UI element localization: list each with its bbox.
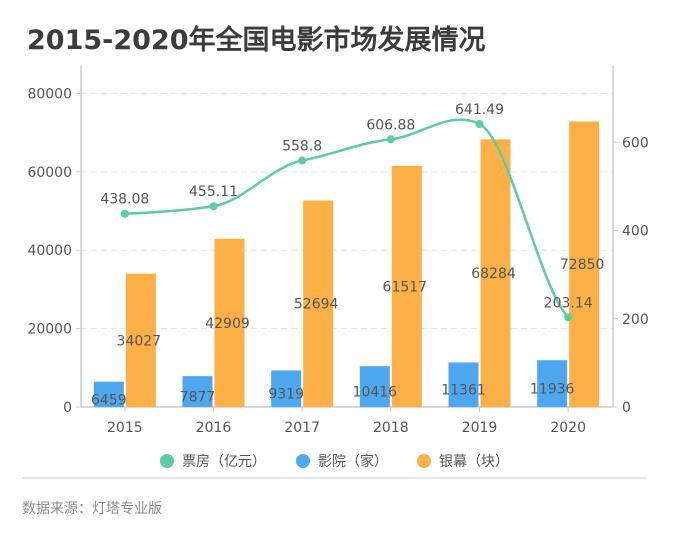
cinema-bar	[359, 366, 390, 407]
screen-value-label: 61517	[383, 279, 428, 295]
right-tick-label: 200	[622, 312, 649, 328]
data-source: 数据来源：灯塔专业版	[22, 501, 162, 517]
left-tick-label: 40000	[27, 243, 72, 259]
legend-item: 票房（亿元）	[160, 454, 266, 470]
screen-value-label: 72850	[560, 257, 605, 273]
legend-marker	[296, 454, 310, 468]
box-office-value-label: 203.14	[544, 295, 593, 311]
screen-bar	[480, 139, 511, 408]
cinema-bar	[271, 370, 302, 407]
box-office-point	[564, 313, 573, 322]
cinema-value-label: 6459	[91, 392, 127, 408]
cinema-bar	[93, 381, 124, 407]
screen-bar	[303, 200, 334, 407]
legend-marker	[160, 454, 174, 468]
x-tick-label: 2017	[284, 420, 320, 436]
box-office-value-label: 641.49	[455, 102, 504, 118]
screen-bar	[214, 238, 245, 407]
axes: 0 20000 40000 60000 80000 0 200 400 600 2015 2016 2…	[27, 66, 649, 436]
cinema-value-label: 11361	[441, 383, 486, 399]
screen-bar	[569, 121, 600, 408]
bars	[93, 121, 600, 408]
box-office-point	[298, 156, 307, 165]
box-office-point	[120, 209, 129, 218]
x-tick-label: 2018	[373, 420, 409, 436]
legend-marker	[417, 454, 431, 468]
cinema-value-label: 11936	[530, 382, 575, 398]
divider	[22, 477, 647, 479]
chart: 0 20000 40000 60000 80000 0 200 400 600 2015 2016 2…	[27, 66, 649, 470]
box-office-value-label: 558.8	[282, 138, 322, 154]
screen-bar	[391, 165, 422, 407]
cinema-value-label: 10416	[353, 385, 398, 401]
x-tick-label: 2016	[196, 420, 232, 436]
cinema-bar	[182, 376, 213, 407]
right-tick-label: 400	[622, 224, 649, 240]
screen-value-label: 52694	[294, 297, 339, 313]
left-tick-label: 20000	[27, 322, 72, 338]
cinema-bar	[537, 360, 568, 407]
right-tick-label: 0	[622, 400, 631, 416]
legend: 票房（亿元） 影院（家） 银幕（块）	[160, 453, 509, 470]
box-office-point	[475, 120, 484, 129]
x-tick-label: 2019	[462, 420, 498, 436]
left-tick-label: 0	[63, 400, 72, 416]
legend-item: 银幕（块）	[417, 454, 509, 470]
box-office-value-label: 606.88	[366, 117, 415, 133]
grid-lines	[81, 92, 613, 330]
data-labels: 6459 34027 7877 42909 9319 52694 10416 61517 113…	[91, 102, 604, 408]
cinema-value-label: 9319	[268, 387, 304, 403]
legend-label: 影院（家）	[318, 453, 388, 470]
right-tick-label: 600	[622, 135, 649, 151]
box-office-line	[120, 118, 573, 322]
chart-title: 2015-2020年全国电影市场发展情况	[27, 25, 486, 56]
left-tick-label: 60000	[27, 165, 72, 181]
screen-bar	[125, 273, 156, 407]
box-office-point	[209, 202, 218, 211]
legend-label: 银幕（块）	[439, 454, 509, 470]
cinema-value-label: 7877	[180, 390, 216, 406]
screen-value-label: 68284	[471, 266, 516, 282]
legend-item: 影院（家）	[296, 453, 388, 470]
x-tick-label: 2020	[550, 420, 586, 436]
legend-label: 票房（亿元）	[182, 454, 266, 470]
box-office-value-label: 438.08	[100, 192, 149, 208]
box-office-value-label: 455.11	[189, 184, 238, 200]
x-tick-label: 2015	[107, 420, 143, 436]
screen-value-label: 34027	[117, 333, 162, 349]
left-tick-label: 80000	[27, 86, 72, 102]
screen-value-label: 42909	[205, 316, 250, 332]
cinema-bar	[448, 362, 479, 407]
box-office-point	[386, 135, 395, 144]
